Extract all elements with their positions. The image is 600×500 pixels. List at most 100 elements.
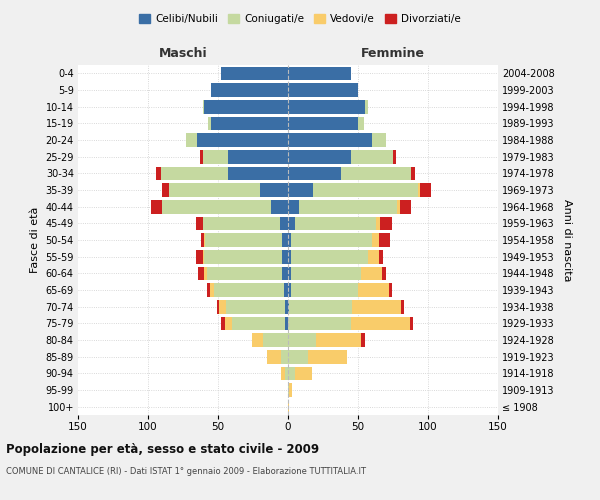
Bar [285,300,288,314]
Bar [161,166,228,180]
Bar [211,116,288,130]
Bar [200,150,203,164]
Bar [288,200,299,213]
Bar [203,150,228,164]
Bar [157,166,161,180]
Bar [372,233,379,247]
Bar [351,316,410,330]
Bar [201,233,204,247]
Bar [267,350,281,364]
Bar [209,283,214,297]
Bar [389,283,392,297]
Bar [372,133,386,147]
Bar [289,300,352,314]
Bar [299,200,397,213]
Bar [316,333,361,347]
Bar [263,333,288,347]
Bar [397,200,400,213]
Bar [196,216,203,230]
Text: Maschi: Maschi [158,47,208,60]
Bar [260,183,288,197]
Bar [382,266,386,280]
Bar [401,300,404,314]
Bar [380,216,392,230]
Bar [228,150,288,164]
Bar [199,266,204,280]
Bar [365,100,368,114]
Bar [221,316,225,330]
Bar [162,200,271,213]
Bar [410,316,413,330]
Text: Femmine: Femmine [361,47,425,60]
Bar [288,166,341,180]
Bar [288,150,351,164]
Bar [217,300,220,314]
Bar [393,150,396,164]
Bar [220,300,226,314]
Bar [204,100,288,114]
Bar [228,166,288,180]
Bar [283,266,288,280]
Bar [376,216,380,230]
Bar [361,266,382,280]
Bar [196,250,203,264]
Bar [288,383,289,397]
Bar [288,333,316,347]
Bar [197,133,288,147]
Bar [186,133,197,147]
Bar [291,250,368,264]
Bar [225,316,232,330]
Bar [203,250,204,264]
Bar [288,250,291,264]
Legend: Celibi/Nubili, Coniugati/e, Vedovi/e, Divorziati/e: Celibi/Nubili, Coniugati/e, Vedovi/e, Di… [135,10,465,29]
Bar [288,83,358,97]
Y-axis label: Anni di nascita: Anni di nascita [562,198,572,281]
Bar [291,233,372,247]
Bar [162,183,169,197]
Bar [288,100,365,114]
Bar [288,133,372,147]
Bar [207,266,283,280]
Bar [361,333,365,347]
Bar [291,283,358,297]
Bar [411,166,415,180]
Bar [208,116,211,130]
Text: COMUNE DI CANTALICE (RI) - Dati ISTAT 1° gennaio 2009 - Elaborazione TUTTITALIA.: COMUNE DI CANTALICE (RI) - Dati ISTAT 1°… [6,468,366,476]
Bar [204,266,207,280]
Bar [203,100,204,114]
Bar [280,216,288,230]
Bar [151,200,162,213]
Bar [419,183,431,197]
Bar [358,116,364,130]
Bar [379,233,390,247]
Bar [284,283,288,297]
Bar [207,283,209,297]
Bar [226,300,285,314]
Bar [288,116,358,130]
Bar [204,233,205,247]
Bar [211,83,288,97]
Bar [203,216,280,230]
Bar [288,366,295,380]
Bar [288,300,289,314]
Bar [295,366,312,380]
Bar [288,350,308,364]
Bar [169,183,260,197]
Bar [352,300,401,314]
Bar [288,400,289,413]
Text: Popolazione per età, sesso e stato civile - 2009: Popolazione per età, sesso e stato civil… [6,442,319,456]
Bar [283,250,288,264]
Bar [288,66,351,80]
Bar [288,283,291,297]
Bar [288,183,313,197]
Bar [271,200,288,213]
Bar [283,233,288,247]
Bar [281,350,288,364]
Bar [288,233,291,247]
Bar [368,250,379,264]
Bar [221,66,288,80]
Bar [232,316,285,330]
Bar [285,366,288,380]
Bar [341,166,411,180]
Bar [288,216,295,230]
